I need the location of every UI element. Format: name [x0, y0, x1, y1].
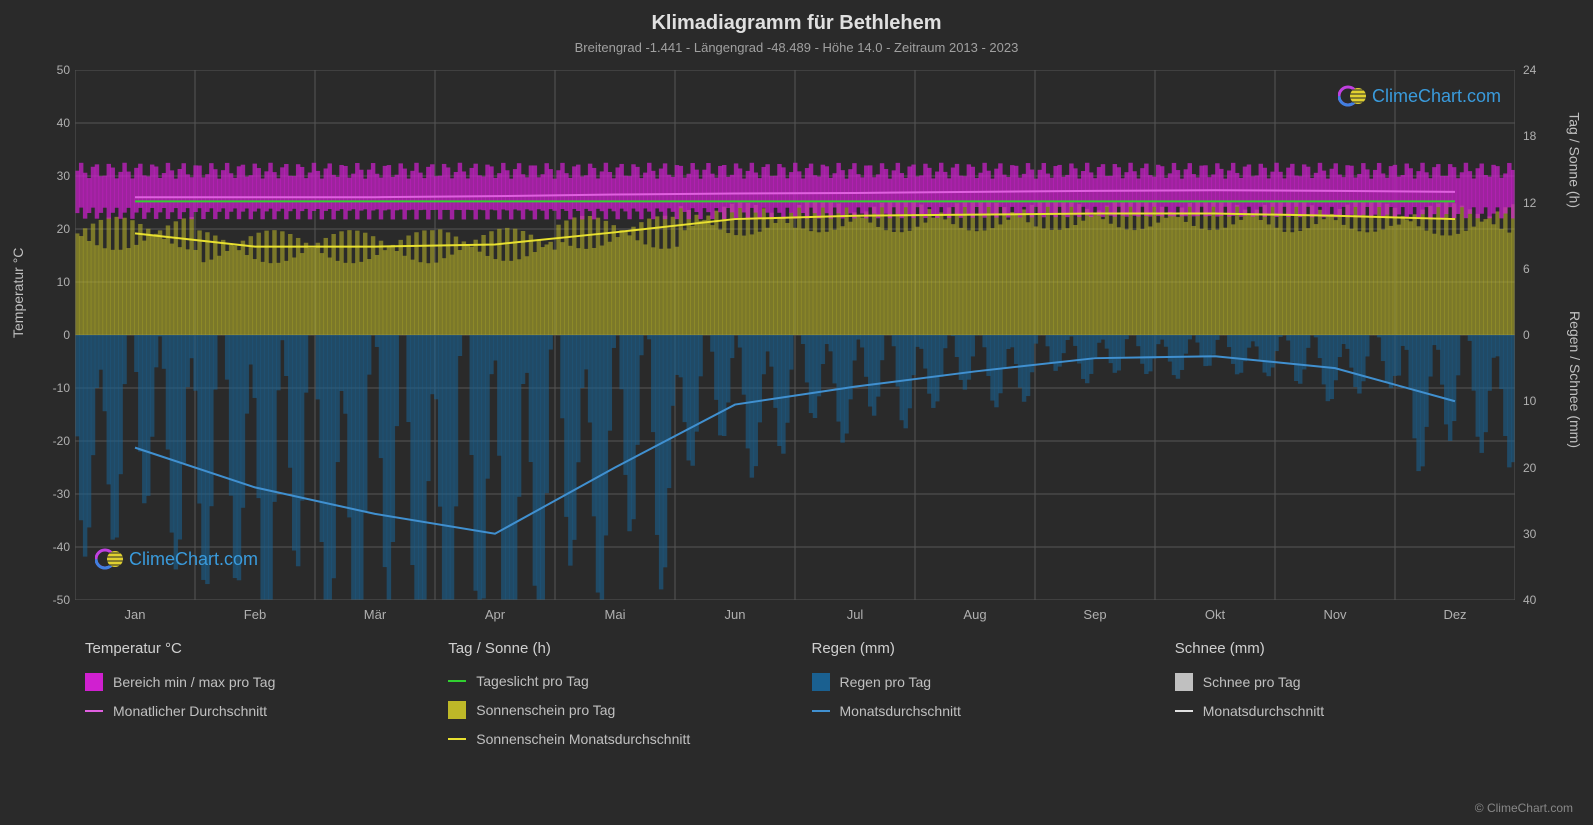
x-tick-month: Jan: [125, 607, 146, 622]
y-axis-left-label: Temperatur °C: [10, 248, 26, 338]
legend-group: Schnee (mm) Schnee pro Tag Monatsdurchschn…: [1175, 640, 1508, 747]
y-axis-right-bottom-label: Regen / Schnee (mm): [1567, 311, 1583, 448]
legend-group: Regen (mm) Regen pro Tag Monatsdurchschnit…: [812, 640, 1145, 747]
climechart-logo-icon: [1338, 82, 1366, 110]
copyright-text: © ClimeChart.com: [1475, 801, 1573, 815]
y-tick-left: -20: [45, 434, 70, 448]
chart-subtitle: Breitengrad -1.441 - Längengrad -48.489 …: [0, 40, 1593, 55]
legend-line-icon: [812, 710, 830, 712]
x-tick-month: Mär: [364, 607, 386, 622]
legend-item: Monatsdurchschnitt: [1175, 703, 1508, 719]
y-tick-left: -10: [45, 381, 70, 395]
legend-label: Sonnenschein pro Tag: [476, 702, 615, 718]
y-tick-right-hours: 0: [1523, 328, 1548, 342]
y-tick-right-mm: 20: [1523, 461, 1548, 475]
legend-label: Monatsdurchschnitt: [1203, 703, 1324, 719]
y-tick-left: -30: [45, 487, 70, 501]
y-tick-left: 50: [45, 63, 70, 77]
legend-label: Regen pro Tag: [840, 674, 932, 690]
watermark-text: ClimeChart.com: [129, 549, 258, 570]
x-tick-month: Aug: [963, 607, 986, 622]
legend-item: Bereich min / max pro Tag: [85, 673, 418, 691]
legend-label: Bereich min / max pro Tag: [113, 674, 275, 690]
legend-group: Tag / Sonne (h) Tageslicht pro Tag Sonnens…: [448, 640, 781, 747]
legend-line-icon: [85, 710, 103, 712]
watermark-bottom: ClimeChart.com: [95, 545, 258, 573]
y-tick-right-mm: 10: [1523, 394, 1548, 408]
y-tick-right-mm: 40: [1523, 593, 1548, 607]
y-tick-left: 30: [45, 169, 70, 183]
y-tick-left: 0: [45, 328, 70, 342]
x-tick-month: Nov: [1323, 607, 1346, 622]
legend-item: Monatlicher Durchschnitt: [85, 703, 418, 719]
legend-header: Schnee (mm): [1175, 640, 1508, 657]
legend-label: Sonnenschein Monatsdurchschnitt: [476, 731, 690, 747]
y-tick-left: 10: [45, 275, 70, 289]
x-tick-month: Okt: [1205, 607, 1225, 622]
legend-swatch-icon: [448, 701, 466, 719]
y-tick-left: -40: [45, 540, 70, 554]
legend-header: Regen (mm): [812, 640, 1145, 657]
chart-svg: [75, 70, 1515, 600]
legend-header: Temperatur °C: [85, 640, 418, 657]
chart-title: Klimadiagramm für Bethlehem: [0, 12, 1593, 35]
legend-header: Tag / Sonne (h): [448, 640, 781, 657]
legend-swatch-icon: [1175, 673, 1193, 691]
legend-swatch-icon: [812, 673, 830, 691]
y-tick-right-hours: 18: [1523, 129, 1548, 143]
legend-item: Monatsdurchschnitt: [812, 703, 1145, 719]
legend-line-icon: [448, 680, 466, 682]
legend-label: Schnee pro Tag: [1203, 674, 1301, 690]
legend-line-icon: [1175, 710, 1193, 712]
watermark-top: ClimeChart.com: [1338, 82, 1501, 110]
y-tick-left: 40: [45, 116, 70, 130]
legend-label: Tageslicht pro Tag: [476, 673, 589, 689]
y-tick-right-hours: 6: [1523, 262, 1548, 276]
x-tick-month: Jul: [847, 607, 864, 622]
y-tick-right-mm: 30: [1523, 527, 1548, 541]
x-tick-month: Feb: [244, 607, 266, 622]
legend-item: Sonnenschein Monatsdurchschnitt: [448, 731, 781, 747]
legend-item: Schnee pro Tag: [1175, 673, 1508, 691]
y-axis-right-top-label: Tag / Sonne (h): [1567, 112, 1583, 208]
legend-item: Tageslicht pro Tag: [448, 673, 781, 689]
x-tick-month: Mai: [605, 607, 626, 622]
chart-plot-area: JanFebMärAprMaiJunJulAugSepOktNovDez: [75, 70, 1515, 600]
y-tick-right-hours: 24: [1523, 63, 1548, 77]
x-tick-month: Jun: [725, 607, 746, 622]
legend-item: Sonnenschein pro Tag: [448, 701, 781, 719]
y-tick-left: 20: [45, 222, 70, 236]
legend-swatch-icon: [85, 673, 103, 691]
legend-label: Monatsdurchschnitt: [840, 703, 961, 719]
legend-label: Monatlicher Durchschnitt: [113, 703, 267, 719]
y-tick-left: -50: [45, 593, 70, 607]
legend-group: Temperatur °C Bereich min / max pro Tag Mo…: [85, 640, 418, 747]
legend-item: Regen pro Tag: [812, 673, 1145, 691]
legend: Temperatur °C Bereich min / max pro Tag Mo…: [85, 640, 1508, 747]
x-tick-month: Dez: [1443, 607, 1466, 622]
x-tick-month: Sep: [1083, 607, 1106, 622]
y-tick-right-hours: 12: [1523, 196, 1548, 210]
climechart-logo-icon: [95, 545, 123, 573]
legend-line-icon: [448, 738, 466, 740]
x-tick-month: Apr: [485, 607, 505, 622]
watermark-text: ClimeChart.com: [1372, 86, 1501, 107]
